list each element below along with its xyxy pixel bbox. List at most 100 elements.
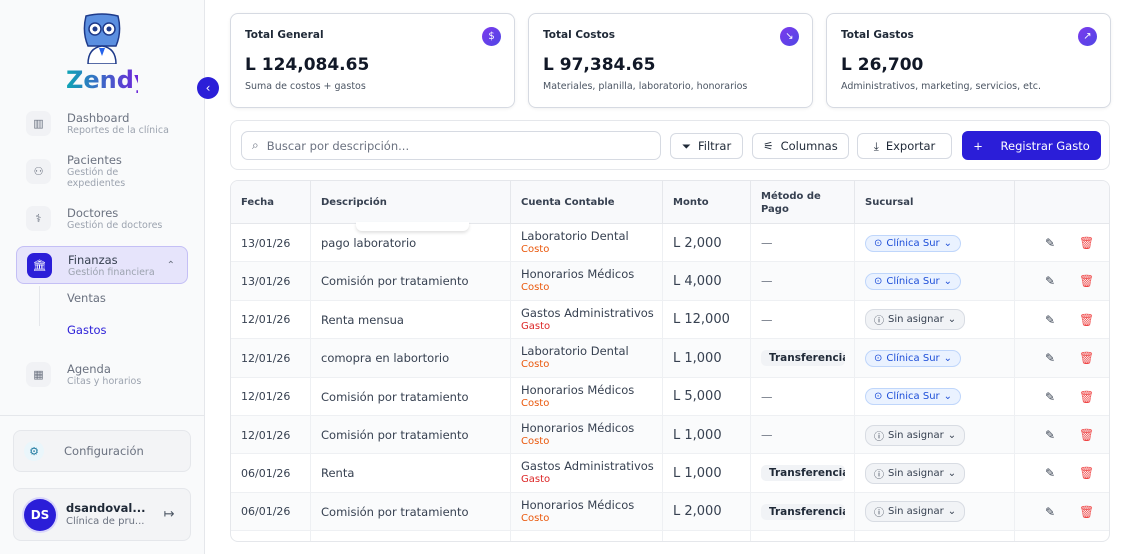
- edit-icon[interactable]: ✎: [1045, 351, 1056, 366]
- table-row[interactable]: 12/01/26 comopra en labortorio Laborator…: [231, 339, 1109, 378]
- table-row[interactable]: 06/01/26 Renta Gastos Administrativos Gas…: [231, 454, 1109, 493]
- table-row[interactable]: 06/01/26 Comisión por tratamiento Honora…: [231, 492, 1109, 532]
- alert-circle-icon: ⓘ: [874, 508, 884, 520]
- trend-down-icon: ↘: [780, 27, 799, 46]
- columns-button[interactable]: ⚟ Columnas: [752, 133, 849, 159]
- bank-icon: 🏛: [27, 252, 52, 278]
- cell-account: Honorarios Médicos Costo: [511, 377, 663, 416]
- cell-method: —: [751, 262, 855, 301]
- table-row[interactable]: 13/01/26 Comisión por tratamiento Honora…: [231, 262, 1109, 301]
- cell-account: Laboratorio Dental Costo: [511, 224, 663, 262]
- sidebar-item-dashboard[interactable]: ▥ Dashboard Reportes de la clínica: [16, 104, 188, 142]
- trash-icon[interactable]: 🗑: [1079, 428, 1095, 442]
- search-input[interactable]: [266, 138, 647, 153]
- trash-icon[interactable]: 🗑: [1079, 236, 1095, 250]
- cell-description: Comisión por tratamiento: [311, 416, 511, 454]
- cell-account: Honorarios Médicos Costo: [511, 262, 663, 301]
- payment-method: —: [761, 312, 773, 327]
- cell-branch: ⓘ Sin asignar ⌄: [855, 454, 1015, 493]
- card-total-costos: Total Costos ↘ L 97,384.65 Materiales, pla…: [528, 13, 813, 108]
- account-type: Costo: [521, 244, 550, 255]
- filter-button[interactable]: ⏷ Filtrar: [670, 133, 743, 159]
- search-icon: ⌕: [252, 138, 259, 152]
- col-sucursal[interactable]: Sucursal: [855, 181, 1015, 224]
- cell-date: 06/01/26: [231, 492, 311, 531]
- sidebar-item-agenda[interactable]: ▦ Agenda Citas y horarios: [16, 355, 188, 393]
- account-type: Costo: [521, 397, 550, 409]
- card-total-general: Total General $ L 124,084.65 Suma de costo…: [230, 13, 515, 108]
- edit-icon[interactable]: ✎: [1045, 466, 1056, 481]
- branch-select[interactable]: ⊙ Clínica Sur ⌄: [865, 272, 962, 290]
- table-row[interactable]: 12/01/26 Renta mensua Gastos Administrat…: [231, 300, 1109, 340]
- trash-icon[interactable]: 🗑: [1079, 466, 1095, 481]
- cell-amount: L 4,000: [663, 262, 751, 301]
- chevron-down-icon: ⌄: [947, 506, 957, 518]
- download-icon: ⤓: [873, 138, 879, 153]
- export-button[interactable]: ⤓ Exportar: [857, 133, 952, 159]
- table-row[interactable]: Materiales e Insumos: [231, 531, 1109, 541]
- alert-circle-icon: ⓘ: [874, 469, 884, 481]
- cell-branch: ⊙ Clínica Sur ⌄: [855, 377, 1015, 416]
- table-row[interactable]: 13/01/26 pago laboratorio Laboratorio De…: [231, 224, 1109, 263]
- config-button[interactable]: ⚙ Configuración: [13, 430, 191, 472]
- avatar: DS: [24, 498, 56, 531]
- col-monto[interactable]: Monto: [663, 181, 751, 224]
- sidebar: Zendy ‹ ▥ Dashboard Reportes de la clínic…: [0, 0, 219, 554]
- branch-select[interactable]: ⓘ Sin asignar ⌄: [865, 501, 966, 523]
- cell-method: —: [751, 224, 855, 262]
- edit-icon[interactable]: ✎: [1045, 274, 1056, 289]
- trend-up-icon: ↗: [1078, 27, 1097, 46]
- cell-date: 13/01/26: [231, 224, 311, 262]
- account-type: Gasto: [521, 474, 551, 486]
- trash-icon[interactable]: 🗑: [1079, 312, 1095, 327]
- edit-icon[interactable]: ✎: [1045, 504, 1056, 519]
- cell-account: Honorarios Médicos Costo: [511, 416, 663, 454]
- sidebar-subitem-gastos[interactable]: Gastos: [67, 323, 107, 337]
- table-row[interactable]: 12/01/26 Comisión por tratamiento Honora…: [231, 416, 1109, 455]
- branch-select[interactable]: ⓘ Sin asignar ⌄: [865, 462, 966, 484]
- cell-branch: [855, 531, 1015, 541]
- col-cuenta[interactable]: Cuenta Contable: [511, 181, 663, 224]
- logout-icon[interactable]: ↦: [163, 507, 175, 522]
- col-fecha[interactable]: Fecha: [231, 181, 311, 224]
- trash-icon[interactable]: 🗑: [1079, 351, 1095, 366]
- cell-description: Comisión por tratamiento: [311, 262, 511, 301]
- col-metodo[interactable]: Método de Pago: [751, 181, 855, 224]
- trash-icon[interactable]: 🗑: [1079, 274, 1095, 289]
- edit-icon[interactable]: ✎: [1045, 389, 1056, 404]
- plus-icon: +: [973, 138, 983, 153]
- sidebar-item-finanzas[interactable]: 🏛 Finanzas Gestión financiera ⌃: [16, 246, 188, 284]
- logo: Zendy: [66, 12, 150, 94]
- trash-icon[interactable]: 🗑: [1079, 504, 1095, 519]
- sidebar-item-doctores[interactable]: ⚕ Doctores Gestión de doctores: [16, 199, 188, 237]
- cell-method: Transferencia: [751, 492, 855, 531]
- map-pin-icon: ⊙: [874, 275, 883, 287]
- cell-amount: L 1,000: [663, 454, 751, 493]
- branch-select[interactable]: ⊙ Clínica Sur ⌄: [865, 234, 962, 252]
- branch-select[interactable]: ⊙ Clínica Sur ⌄: [865, 349, 962, 367]
- collapse-sidebar-button[interactable]: ‹: [197, 77, 219, 99]
- chevron-down-icon: ⌄: [947, 429, 957, 441]
- trash-icon[interactable]: 🗑: [1079, 389, 1095, 404]
- payment-method: —: [761, 428, 773, 442]
- edit-icon[interactable]: ✎: [1045, 312, 1056, 327]
- cell-branch: ⓘ Sin asignar ⌄: [855, 492, 1015, 531]
- register-expense-button[interactable]: + Registrar Gasto: [962, 131, 1101, 160]
- table-row[interactable]: 12/01/26 Comisión por tratamiento Honora…: [231, 377, 1109, 416]
- tooltip: [356, 222, 469, 231]
- sidebar-item-pacientes[interactable]: ⚇ Pacientes Gestión de expedientes: [16, 150, 188, 192]
- cell-method: [751, 531, 855, 541]
- search-box[interactable]: ⌕: [241, 131, 661, 160]
- cell-method: Transferencia: [751, 339, 855, 378]
- mascot-logo-icon: [83, 13, 121, 65]
- branch-select[interactable]: ⓘ Sin asignar ⌄: [865, 309, 966, 331]
- cell-date: 12/01/26: [231, 416, 311, 454]
- branch-select[interactable]: ⓘ Sin asignar ⌄: [865, 424, 966, 446]
- sidebar-subitem-ventas[interactable]: Ventas: [67, 291, 106, 305]
- col-descripcion[interactable]: Descripción: [311, 181, 511, 224]
- branch-select[interactable]: ⊙ Clínica Sur ⌄: [865, 388, 962, 406]
- edit-icon[interactable]: ✎: [1045, 236, 1056, 250]
- edit-icon[interactable]: ✎: [1045, 428, 1056, 442]
- payment-method-badge: Transferencia: [761, 350, 845, 367]
- chevron-down-icon: ⌄: [947, 314, 957, 326]
